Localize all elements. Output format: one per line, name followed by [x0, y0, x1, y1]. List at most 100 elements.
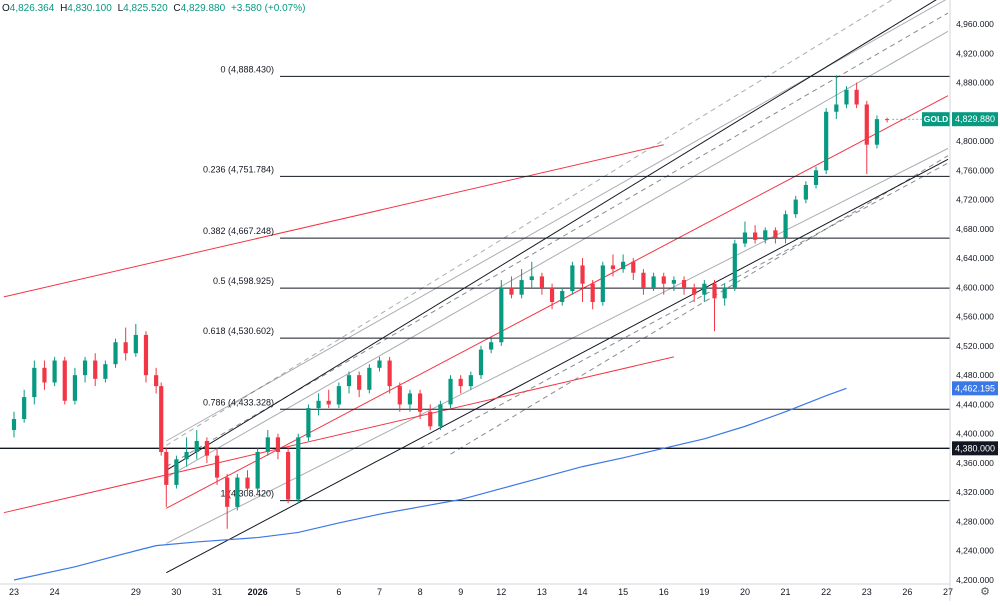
- y-tick-label-3: 4,320.000: [956, 487, 994, 497]
- fib-label-2: 0.382 (4,667.248): [203, 226, 274, 236]
- candle-body-77: [783, 214, 788, 238]
- candle-body-29: [296, 437, 301, 500]
- x-tick-label-13: 14: [578, 587, 588, 597]
- candle-body-62: [631, 261, 636, 273]
- ohlc-readout: O4,826.364 H4,830.100 L4,825.520 C4,829.…: [2, 3, 308, 14]
- candle-body-76: [773, 230, 778, 238]
- candle-body-11: [123, 342, 128, 354]
- x-tick-label-9: 8: [418, 587, 423, 597]
- candle-body-68: [692, 287, 697, 295]
- low-value: 4,825.520: [123, 3, 168, 14]
- x-tick-label-6: 5: [296, 587, 301, 597]
- candle-body-13: [143, 334, 149, 376]
- candles-group: GOLD 4,829.880: [11, 75, 998, 529]
- x-tick-label-14: 15: [618, 587, 628, 597]
- candle-body-7: [82, 360, 88, 376]
- x-tick-label-16: 19: [699, 587, 709, 597]
- y-tick-label-4: 4,360.000: [956, 458, 994, 468]
- gear-icon[interactable]: ⚙: [980, 586, 990, 598]
- candle-body-84: [854, 89, 859, 105]
- regression-line-2: [166, 95, 949, 509]
- candle-body-83: [844, 89, 849, 105]
- fib-label-5: 0.786 (4,433.328): [203, 397, 274, 407]
- candle-body-27: [275, 437, 281, 452]
- x-tick-label-4: 31: [212, 587, 222, 597]
- candle-body-64: [651, 276, 656, 288]
- candle-body-61: [621, 261, 626, 270]
- channel-line-2: [166, 0, 947, 442]
- moving-average-line: [13, 387, 847, 581]
- price-tag-value: 4,829.880: [955, 114, 995, 124]
- candle-body-82: [834, 104, 839, 112]
- candle-body-56: [570, 265, 575, 292]
- y-tick-label-2: 4,280.000: [956, 516, 994, 526]
- candle-body-40: [407, 393, 413, 405]
- candle-body-66: [671, 280, 676, 284]
- candle-body-85: [864, 104, 869, 145]
- y-tick-label-19: 4,960.000: [956, 19, 994, 29]
- y-tick-label-1: 4,240.000: [956, 546, 994, 556]
- candle-body-14: [154, 375, 159, 387]
- x-tick-label-1: 24: [50, 587, 60, 597]
- candle-body-49: [499, 287, 504, 343]
- fib-label-1: 0.236 (4,751.784): [203, 164, 274, 174]
- channel-line-7: [419, 162, 949, 449]
- fib-retracement-group: 0 (4,888.430) 0.236 (4,751.784) 0.382 (4,6…: [0, 64, 998, 502]
- candle-body-53: [539, 276, 545, 288]
- candle-body-4: [52, 360, 57, 383]
- fib-label-0: 0 (4,888.430): [220, 64, 274, 74]
- x-tick-label-8: 7: [377, 587, 382, 597]
- channel-line-4: [166, 30, 949, 479]
- channel-lines-group: [166, 0, 949, 574]
- candle-body-37: [377, 360, 382, 368]
- regression-line-1: [3, 356, 675, 514]
- open-value: 4,826.364: [9, 3, 55, 14]
- x-tick-label-18: 21: [781, 587, 791, 597]
- x-tick-label-3: 30: [171, 587, 181, 597]
- candle-body-23: [235, 477, 240, 507]
- candle-body-1: [22, 397, 27, 420]
- y-tick-label-14: 4,760.000: [956, 165, 994, 175]
- candle-body-87: [884, 119, 890, 121]
- x-tick-label-22: 27: [943, 587, 953, 597]
- symbol-tag-label: GOLD: [924, 114, 949, 124]
- candle-body-30: [306, 408, 311, 438]
- candle-body-44: [448, 378, 453, 405]
- moving-average-label: 4,462.195: [955, 383, 995, 393]
- candle-body-47: [478, 349, 484, 376]
- candle-body-31: [316, 400, 321, 409]
- candle-body-70: [712, 283, 717, 299]
- candle-body-71: [722, 287, 727, 299]
- candle-body-28: [286, 451, 291, 500]
- x-tick-label-11: 12: [496, 587, 506, 597]
- candle-body-33: [336, 386, 341, 405]
- candle-body-80: [813, 170, 819, 185]
- y-tick-label-0: 4,200.000: [956, 575, 994, 585]
- x-tick-label-15: 16: [659, 587, 669, 597]
- candle-body-12: [133, 334, 138, 354]
- candle-body-42: [428, 411, 433, 427]
- regression-line-0: [3, 144, 664, 298]
- candle-body-72: [732, 243, 737, 288]
- candle-body-9: [103, 364, 108, 379]
- horizontal-line-label: 4,380.000: [955, 443, 995, 453]
- y-tick-label-5: 4,400.000: [956, 429, 994, 439]
- candle-body-15: [159, 386, 164, 452]
- candle-body-43: [438, 404, 443, 427]
- candle-body-20: [204, 441, 209, 456]
- x-tick-label-12: 13: [537, 587, 547, 597]
- low-label: L: [117, 3, 124, 14]
- y-tick-label-10: 4,600.000: [956, 282, 994, 292]
- high-label: H: [60, 3, 68, 14]
- candle-body-35: [357, 375, 362, 390]
- candle-body-3: [42, 367, 47, 383]
- candle-body-73: [742, 232, 748, 244]
- symbol-tag: [922, 112, 950, 127]
- fib-label-4: 0.618 (4,530.602): [203, 326, 274, 336]
- candle-body-21: [214, 455, 220, 478]
- x-tick-label-0: 23: [9, 587, 19, 597]
- close-label: C: [173, 3, 181, 14]
